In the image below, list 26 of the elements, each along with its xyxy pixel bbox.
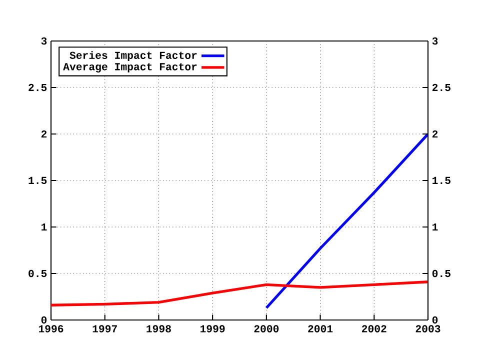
y2-tick-label: 3 xyxy=(432,37,438,45)
x-tick-label: 2000 xyxy=(254,325,279,332)
y2-tick-label: 1 xyxy=(432,223,438,230)
y-tick-label: 0.5 xyxy=(28,270,47,278)
line-series xyxy=(51,280,428,306)
x-tick-label: 1996 xyxy=(38,325,64,332)
y-tick-label: 1 xyxy=(41,223,47,230)
y2-tick-label: 0 xyxy=(432,316,438,324)
y-tick-label: 1.5 xyxy=(28,176,47,184)
y2-tick-label: 2 xyxy=(432,130,438,138)
x-tick-label: 1997 xyxy=(92,325,117,332)
y-tick-label: 0 xyxy=(41,316,47,324)
x-tick-label: 2001 xyxy=(308,325,333,332)
y2-tick-label: 1.5 xyxy=(432,176,450,184)
legend-label: Average Impact Factor xyxy=(63,63,197,72)
y-tick-label: 3 xyxy=(41,37,47,45)
x-tick-label: 2003 xyxy=(416,325,440,332)
legend-label: Series Impact Factor xyxy=(70,51,197,62)
y2-tick-label: 0.5 xyxy=(432,270,450,278)
y2-tick-label: 2.5 xyxy=(432,84,450,92)
x-tick-label: 1999 xyxy=(200,325,225,332)
y-tick-label: 2 xyxy=(41,130,47,138)
x-tick-label: 1998 xyxy=(146,325,171,332)
y-tick-label: 2.5 xyxy=(28,84,47,92)
line-series xyxy=(265,132,428,310)
x-tick-label: 2002 xyxy=(362,325,386,332)
